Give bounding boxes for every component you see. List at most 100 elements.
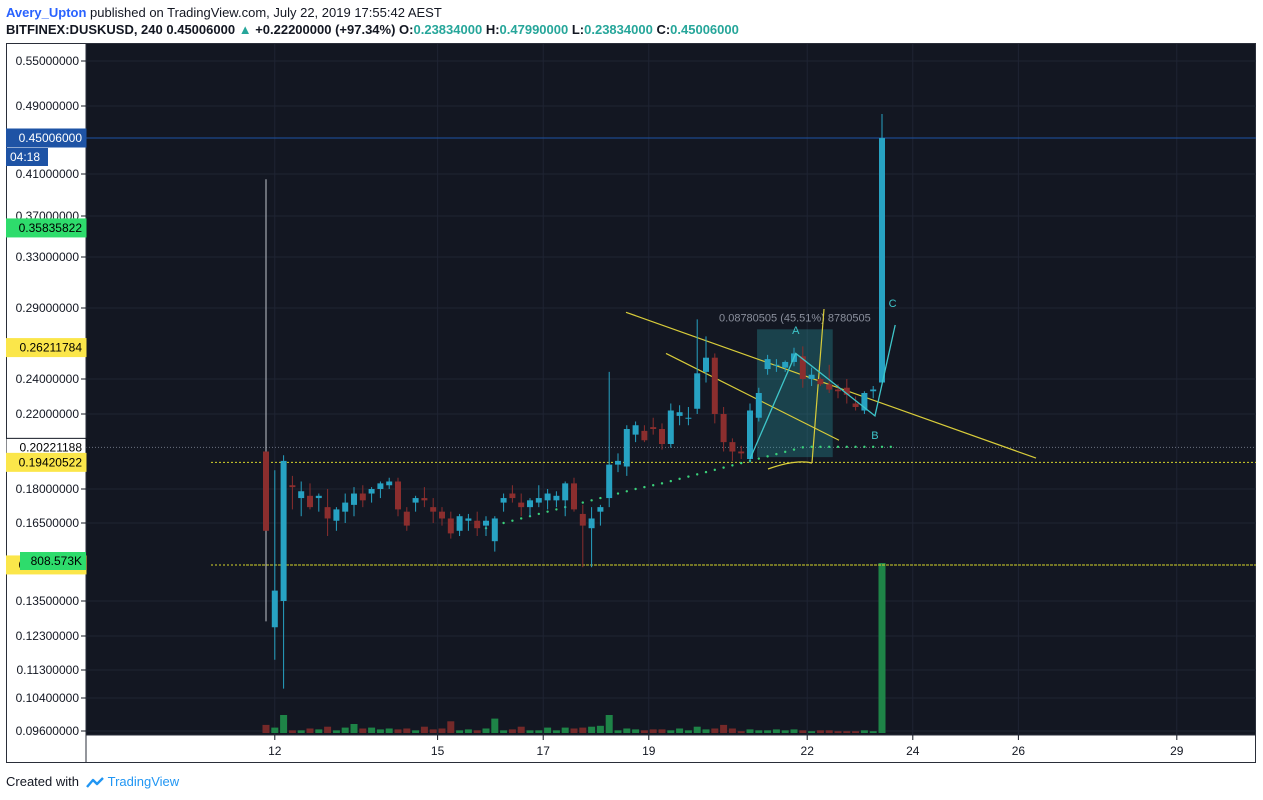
volume-bar <box>640 730 648 733</box>
candle-body <box>500 498 507 503</box>
candle-body <box>667 410 674 444</box>
candle-body <box>439 511 445 519</box>
volume-bar <box>394 729 402 733</box>
psar-dot <box>652 484 655 487</box>
open-value: 0.23834000 <box>413 22 483 37</box>
y-tick-label: 0.10400000 <box>16 691 80 705</box>
psar-dot <box>660 482 664 485</box>
psar-dot <box>511 519 514 522</box>
candle-body <box>659 429 665 444</box>
candle-body <box>368 489 375 494</box>
volume-bar <box>605 715 613 733</box>
last-price: 0.45006000 <box>166 22 236 37</box>
wave-label: C <box>889 298 897 310</box>
volume-tag-label: 808.573K <box>31 554 82 568</box>
volume-bar <box>711 728 719 733</box>
wave-label: B <box>871 430 878 442</box>
publish-text: published on TradingView.com, July 22, 2… <box>86 5 442 20</box>
volume-bar <box>878 563 886 733</box>
candle-body <box>711 357 718 414</box>
psar-dot <box>704 470 708 474</box>
candle-body <box>289 485 296 488</box>
ohlc-header: BITFINEX:DUSKUSD, 240 0.45006000 ▲ +0.22… <box>6 22 739 37</box>
price-tag-label: 0.19420522 <box>19 455 83 469</box>
candle-body <box>351 493 357 505</box>
candle-body <box>571 483 577 510</box>
volume-bar <box>429 729 437 733</box>
volume-bar <box>403 728 411 733</box>
x-tick-label: 15 <box>431 744 445 758</box>
volume-bar <box>702 729 710 733</box>
candle-body <box>535 498 542 503</box>
close-value: 0.45006000 <box>670 22 739 37</box>
candlestick-chart[interactable]: 12 15 17 19 22 24 26 29 0.55000000 0.49000000 0.41… <box>5 43 1256 763</box>
candle-body <box>879 138 885 383</box>
trendline-lower <box>665 352 840 441</box>
psar-dot <box>731 464 734 467</box>
candle-body <box>342 502 349 512</box>
volume-bar <box>376 729 384 733</box>
candle-body <box>430 507 437 512</box>
volume-bar <box>288 730 296 733</box>
tradingview-link[interactable]: TradingView <box>107 774 180 789</box>
candle-body <box>474 520 481 529</box>
psar-dot <box>757 457 760 460</box>
volume-bar <box>667 730 675 733</box>
psar-dot <box>678 477 681 481</box>
psar-dot <box>872 445 875 449</box>
y-tick-label: 0.41000000 <box>16 167 80 181</box>
candle-body <box>650 427 657 429</box>
open-label: O: <box>399 22 414 37</box>
price-tag-label: 0.45006000 <box>19 131 83 145</box>
psar-dot <box>845 445 848 449</box>
psar-dot <box>828 445 831 449</box>
countdown-tag <box>6 148 48 166</box>
wave-label: A <box>792 325 800 337</box>
volume-bar <box>350 724 358 733</box>
psar-dot <box>819 445 822 449</box>
candle-body <box>465 518 472 521</box>
volume-tag <box>20 552 86 570</box>
volume-bar <box>447 721 455 733</box>
author-link[interactable]: Avery_Upton <box>6 5 87 20</box>
trendline-rise <box>811 308 825 464</box>
volume-bar <box>579 727 587 733</box>
psar-dot <box>863 445 866 449</box>
volume-bar <box>491 718 499 733</box>
candle-body <box>606 464 613 499</box>
candle-body <box>861 393 868 411</box>
psar-dot <box>599 496 602 500</box>
plot-area <box>86 44 1256 735</box>
volume-bar <box>808 731 816 733</box>
candle-body <box>747 410 753 459</box>
candle-body <box>553 495 560 501</box>
candle-body <box>395 481 401 510</box>
candle-body <box>852 403 859 407</box>
volume-bar <box>570 728 578 733</box>
volume-bar <box>843 731 851 733</box>
candle-body <box>483 520 489 526</box>
candle-body <box>588 518 595 529</box>
candle-body <box>685 417 692 419</box>
y-tick-label: 0.49000000 <box>16 99 80 113</box>
psar-dot <box>520 517 523 520</box>
psar-dot <box>880 445 884 449</box>
candle-body <box>729 442 736 452</box>
volume-bar <box>332 730 340 733</box>
candle-body <box>386 481 393 486</box>
volume-bar <box>755 730 763 733</box>
candle-body <box>527 500 533 508</box>
chart-container[interactable]: 12 15 17 19 22 24 26 29 0.55000000 0.49000000 0.41… <box>5 43 1256 763</box>
volume-bar <box>816 730 824 733</box>
price-tag <box>5 128 87 148</box>
volume-bar <box>517 726 525 733</box>
volume-bar <box>588 726 596 733</box>
candle-body <box>307 495 313 508</box>
y-tick-label: 0.33000000 <box>16 250 80 264</box>
volume-bar <box>728 728 736 733</box>
psar-dot <box>669 479 672 483</box>
volume-bar <box>324 726 332 733</box>
volume-bar <box>438 728 446 733</box>
psar-dot <box>634 487 637 491</box>
psar-dot <box>537 512 540 516</box>
